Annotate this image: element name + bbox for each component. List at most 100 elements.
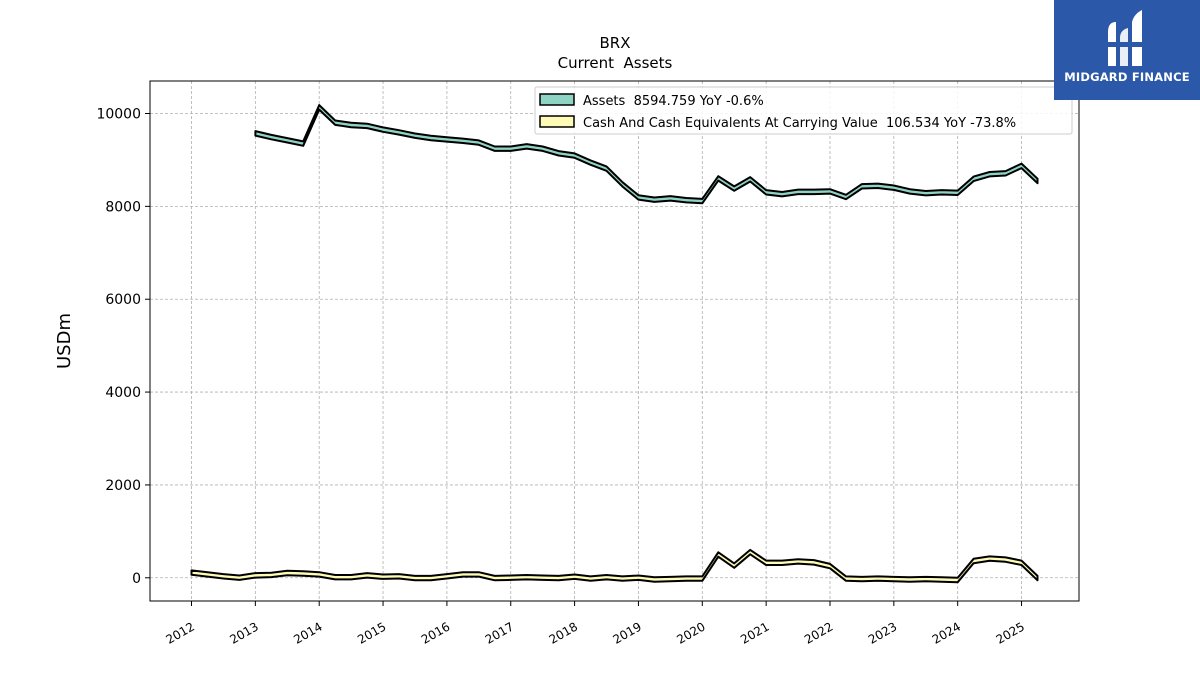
data-point (366, 125, 368, 127)
logo-mark-icon (1106, 10, 1146, 66)
data-point (685, 199, 687, 201)
data-point (478, 573, 480, 575)
data-point (573, 154, 575, 156)
y-tick-label: 2000 (105, 478, 141, 494)
legend-swatch-assets (539, 93, 575, 106)
data-point (829, 565, 831, 567)
data-point (941, 578, 943, 580)
y-tick-label: 0 (132, 571, 141, 587)
logo-text: MIDGARD FINANCE (1064, 70, 1190, 84)
data-point (941, 191, 943, 193)
data-point (414, 135, 416, 137)
data-point (765, 191, 767, 193)
data-point (653, 199, 655, 201)
data-point (988, 557, 990, 559)
legend: Assets 8594.759 YoY -0.6% Cash And Cash … (534, 86, 1073, 135)
data-point (254, 132, 256, 134)
chart-title: BRX (600, 34, 631, 52)
y-tick-label: 10000 (96, 107, 141, 123)
data-point (781, 193, 783, 195)
legend-box (534, 86, 1073, 135)
data-point (414, 577, 416, 579)
data-point (925, 192, 927, 194)
data-point (318, 106, 320, 108)
plot-frame (149, 80, 1080, 602)
y-axis: 0 2000 4000 6000 8000 10000 (96, 107, 150, 587)
y-tick-label: 6000 (105, 292, 141, 308)
data-point (542, 148, 544, 150)
data-point (781, 562, 783, 564)
data-point (510, 577, 512, 579)
data-point (302, 142, 304, 144)
legend-label-assets: Assets 8594.759 YoY -0.6% (583, 94, 764, 109)
data-point (350, 576, 352, 578)
data-point (877, 577, 879, 579)
data-point (813, 191, 815, 193)
data-point (813, 561, 815, 563)
data-point (286, 139, 288, 141)
data-point (797, 560, 799, 562)
data-point (206, 573, 208, 575)
data-point (637, 577, 639, 579)
data-point (621, 577, 623, 579)
data-point (222, 575, 224, 577)
data-point (957, 192, 959, 194)
data-point (350, 124, 352, 126)
data-point (382, 576, 384, 578)
data-point (302, 572, 304, 574)
data-point (254, 574, 256, 576)
data-point (749, 178, 751, 180)
data-point (845, 196, 847, 198)
data-point (398, 575, 400, 577)
data-point (1020, 562, 1022, 564)
series-band-1 (190, 548, 1039, 584)
data-point (190, 571, 192, 573)
legend-swatch-cash (539, 115, 575, 128)
data-point (909, 578, 911, 580)
data-point (972, 560, 974, 562)
data-point (1004, 172, 1006, 174)
data-point (797, 191, 799, 193)
data-point (542, 577, 544, 579)
data-point (462, 573, 464, 575)
y-tick-label: 4000 (105, 385, 141, 401)
data-point (957, 579, 959, 581)
chart-subtitle: Current Assets (558, 54, 673, 72)
data-point (653, 578, 655, 580)
data-point (1036, 577, 1038, 579)
data-point (1004, 558, 1006, 560)
data-point (621, 183, 623, 185)
data-point (430, 577, 432, 579)
data-point (557, 152, 559, 154)
data-point (877, 185, 879, 187)
data-point (925, 578, 927, 580)
data-point (829, 190, 831, 192)
data-point (238, 577, 240, 579)
data-point (334, 576, 336, 578)
data-point (893, 578, 895, 580)
data-point (1020, 165, 1022, 167)
data-point (972, 178, 974, 180)
data-point (701, 200, 703, 202)
data-point (494, 148, 496, 150)
data-point (478, 141, 480, 143)
data-point (717, 177, 719, 179)
data-point (557, 577, 559, 579)
data-point (382, 128, 384, 130)
data-point (270, 574, 272, 576)
data-point (861, 185, 863, 187)
grid (150, 81, 1079, 601)
data-point (893, 187, 895, 189)
data-point (701, 577, 703, 579)
data-point (270, 136, 272, 138)
brand-logo: MIDGARD FINANCE (1054, 0, 1200, 100)
data-point (526, 576, 528, 578)
data-point (573, 576, 575, 578)
data-point (669, 578, 671, 580)
data-point (669, 197, 671, 199)
data-point (286, 572, 288, 574)
legend-label-cash: Cash And Cash Equivalents At Carrying Va… (583, 116, 1016, 131)
data-point (462, 140, 464, 142)
data-point (733, 564, 735, 566)
